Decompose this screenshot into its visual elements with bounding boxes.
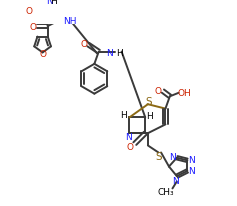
Text: O: O	[26, 7, 33, 16]
Text: H: H	[146, 112, 153, 121]
Text: O: O	[155, 86, 162, 95]
Text: H: H	[120, 111, 127, 120]
Text: O: O	[80, 40, 87, 49]
Text: N: N	[125, 132, 132, 142]
Text: NH: NH	[63, 17, 76, 26]
Text: N: N	[188, 167, 195, 176]
Text: O: O	[39, 50, 46, 59]
Text: OH: OH	[178, 89, 192, 98]
Text: H: H	[116, 49, 123, 58]
Text: H: H	[50, 0, 57, 6]
Text: O: O	[29, 22, 36, 31]
Text: CH₃: CH₃	[157, 187, 174, 196]
Text: N: N	[169, 153, 176, 162]
Text: O: O	[127, 142, 134, 151]
Text: S: S	[146, 96, 152, 106]
Text: S: S	[155, 151, 162, 161]
Text: N: N	[106, 49, 113, 58]
Text: N: N	[46, 0, 53, 6]
Text: N: N	[173, 176, 179, 185]
Text: N: N	[188, 155, 195, 164]
